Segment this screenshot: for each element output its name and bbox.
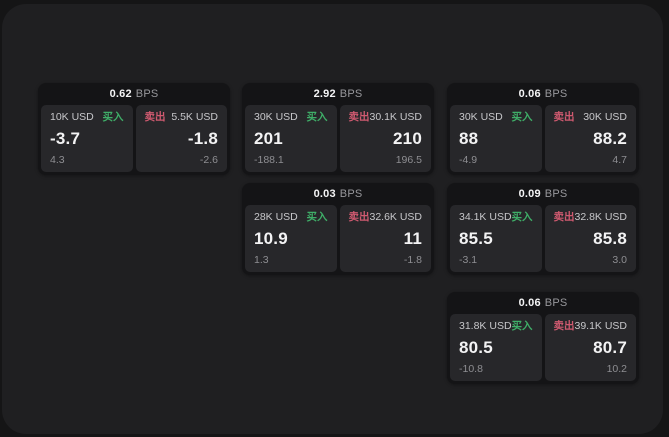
- buy-change: -3.1: [459, 254, 478, 266]
- bps-header: 0.62 BPS: [38, 83, 230, 105]
- sell-tag: 卖出: [553, 320, 575, 332]
- bps-header: 0.06 BPS: [447, 292, 639, 314]
- quote-card: 0.03 BPS 28K USD 买入 10.9 1.3 卖出 32.6K US…: [242, 183, 434, 275]
- quote-card: 2.92 BPS 30K USD 买入 201 -188.1 卖出 30.1K …: [242, 83, 434, 175]
- buy-amount: 10K USD: [50, 111, 94, 123]
- sell-change: 196.5: [395, 154, 422, 166]
- sell-amount: 30K USD: [583, 111, 627, 123]
- sell-quote-tile[interactable]: 卖出 30K USD 88.2 4.7: [544, 105, 636, 172]
- buy-amount: 31.8K USD: [459, 320, 512, 332]
- buy-value: 201: [254, 129, 283, 148]
- bps-value: 0.03: [313, 188, 336, 200]
- buy-value: 10.9: [254, 229, 288, 248]
- buy-change: -10.8: [459, 363, 483, 375]
- buy-value: 88: [459, 129, 479, 148]
- buy-quote-tile[interactable]: 30K USD 买入 201 -188.1: [245, 105, 337, 172]
- quote-card: 0.09 BPS 34.1K USD 买入 85.5 -3.1 卖出 32.8K…: [447, 183, 639, 275]
- bps-unit-label: BPS: [339, 88, 363, 100]
- bps-value: 0.06: [518, 297, 541, 309]
- buy-change: 1.3: [254, 254, 269, 266]
- sell-value: 88.2: [593, 129, 627, 148]
- sell-change: 4.7: [612, 154, 627, 166]
- buy-tag: 买入: [102, 111, 124, 123]
- buy-tag: 买入: [306, 111, 328, 123]
- bps-unit-label: BPS: [544, 88, 568, 100]
- buy-quote-tile[interactable]: 30K USD 买入 88 -4.9: [450, 105, 542, 172]
- buy-tag: 买入: [306, 211, 328, 223]
- quotes-panel: 0.62 BPS 10K USD 买入 -3.7 4.3 卖出 5.5K USD: [2, 4, 663, 434]
- sell-amount: 5.5K USD: [171, 111, 218, 123]
- buy-quote-tile[interactable]: 10K USD 买入 -3.7 4.3: [41, 105, 133, 172]
- sell-value: 210: [393, 129, 422, 148]
- bps-unit-label: BPS: [339, 188, 363, 200]
- sell-quote-tile[interactable]: 卖出 32.8K USD 85.8 3.0: [544, 205, 636, 272]
- sell-quote-tile[interactable]: 卖出 30.1K USD 210 196.5: [339, 105, 431, 172]
- buy-value: 85.5: [459, 229, 493, 248]
- sell-amount: 32.6K USD: [369, 211, 423, 223]
- bps-header: 0.03 BPS: [242, 183, 434, 205]
- sell-quote-tile[interactable]: 卖出 5.5K USD -1.8 -2.6: [135, 105, 227, 172]
- sell-tag: 卖出: [348, 111, 370, 123]
- buy-amount: 28K USD: [254, 211, 298, 223]
- buy-change: -188.1: [254, 154, 284, 166]
- sell-amount: 30.1K USD: [369, 111, 423, 123]
- quote-card: 0.06 BPS 31.8K USD 买入 80.5 -10.8 卖出 39.1…: [447, 292, 639, 384]
- bps-unit-label: BPS: [544, 188, 568, 200]
- bps-unit-label: BPS: [135, 88, 159, 100]
- buy-amount: 34.1K USD: [459, 211, 512, 223]
- sell-value: 85.8: [593, 229, 627, 248]
- bps-header: 0.09 BPS: [447, 183, 639, 205]
- bps-value: 0.06: [518, 88, 541, 100]
- sell-quote-tile[interactable]: 卖出 32.6K USD 11 -1.8: [339, 205, 431, 272]
- sell-value: -1.8: [187, 129, 218, 148]
- quote-card: 0.06 BPS 30K USD 买入 88 -4.9 卖出 30K USD: [447, 83, 639, 175]
- sell-tag: 卖出: [553, 211, 575, 223]
- sell-change: -2.6: [199, 154, 218, 166]
- bps-header: 2.92 BPS: [242, 83, 434, 105]
- bps-header: 0.06 BPS: [447, 83, 639, 105]
- bps-unit-label: BPS: [544, 297, 568, 309]
- buy-change: 4.3: [50, 154, 65, 166]
- sell-change: 10.2: [606, 363, 627, 375]
- buy-tag: 买入: [511, 320, 533, 332]
- quote-card: 0.62 BPS 10K USD 买入 -3.7 4.3 卖出 5.5K USD: [38, 83, 230, 175]
- sell-amount: 32.8K USD: [574, 211, 628, 223]
- sell-change: -1.8: [403, 254, 422, 266]
- sell-value: 11: [403, 229, 422, 248]
- bps-value: 2.92: [313, 88, 336, 100]
- buy-quote-tile[interactable]: 28K USD 买入 10.9 1.3: [245, 205, 337, 272]
- sell-tag: 卖出: [553, 111, 575, 123]
- sell-tag: 卖出: [348, 211, 370, 223]
- bps-value: 0.09: [518, 188, 541, 200]
- buy-quote-tile[interactable]: 31.8K USD 买入 80.5 -10.8: [450, 314, 542, 381]
- sell-amount: 39.1K USD: [574, 320, 628, 332]
- buy-amount: 30K USD: [254, 111, 298, 123]
- sell-quote-tile[interactable]: 卖出 39.1K USD 80.7 10.2: [544, 314, 636, 381]
- sell-tag: 卖出: [144, 111, 166, 123]
- buy-change: -4.9: [459, 154, 478, 166]
- bps-value: 0.62: [109, 88, 132, 100]
- sell-change: 3.0: [612, 254, 627, 266]
- buy-tag: 买入: [511, 211, 533, 223]
- buy-value: 80.5: [459, 338, 493, 357]
- buy-quote-tile[interactable]: 34.1K USD 买入 85.5 -3.1: [450, 205, 542, 272]
- buy-tag: 买入: [511, 111, 533, 123]
- buy-amount: 30K USD: [459, 111, 503, 123]
- sell-value: 80.7: [593, 338, 627, 357]
- buy-value: -3.7: [50, 129, 81, 148]
